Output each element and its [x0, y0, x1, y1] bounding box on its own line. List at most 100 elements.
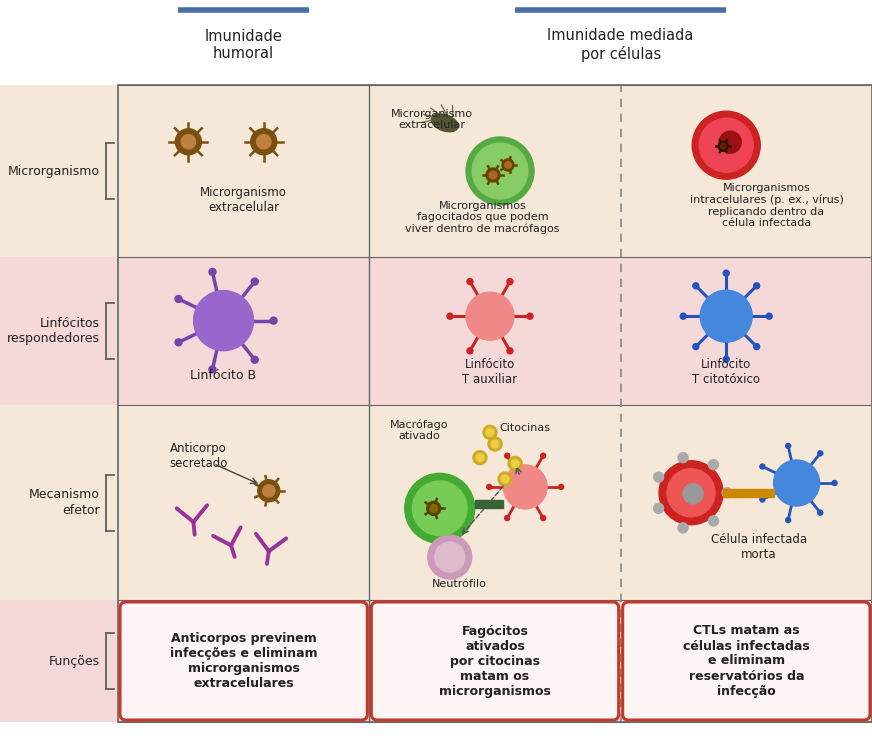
Circle shape [194, 291, 254, 351]
Circle shape [760, 464, 765, 469]
Text: Célula infectada
morta: Célula infectada morta [711, 533, 807, 561]
Bar [0, 0, 872, 85]
Circle shape [405, 473, 474, 543]
Bar [0, 405, 872, 600]
Text: Linfócito
T auxiliar: Linfócito T auxiliar [462, 358, 518, 387]
Circle shape [693, 343, 698, 349]
Circle shape [258, 479, 280, 502]
Circle shape [412, 481, 467, 536]
Bar [474, 500, 503, 509]
Circle shape [786, 444, 791, 449]
Circle shape [486, 168, 500, 182]
FancyBboxPatch shape [623, 602, 870, 720]
Circle shape [251, 278, 258, 285]
Circle shape [430, 504, 438, 512]
Text: Imunidade
humoral: Imunidade humoral [205, 29, 283, 61]
Text: Neutrófilo: Neutrófilo [433, 580, 487, 589]
Circle shape [708, 459, 719, 470]
Text: Microrganismo
extracelular: Microrganismo extracelular [392, 108, 473, 130]
Circle shape [466, 292, 514, 340]
Text: Microrganismos
fagocitados que podem
viver dentro de macrófagos: Microrganismos fagocitados que podem viv… [405, 200, 560, 234]
Text: Macrófago
ativado: Macrófago ativado [391, 420, 449, 441]
Circle shape [488, 437, 502, 451]
Text: Anticorpos previnem
infecções e eliminam
microrganismos
extracelulares: Anticorpos previnem infecções e eliminam… [170, 632, 317, 690]
Circle shape [511, 459, 519, 468]
Circle shape [678, 523, 688, 533]
Circle shape [428, 535, 472, 579]
FancyBboxPatch shape [120, 602, 367, 720]
Circle shape [505, 515, 509, 521]
Circle shape [251, 356, 258, 364]
Circle shape [722, 488, 732, 497]
Circle shape [472, 143, 528, 199]
Circle shape [720, 144, 726, 149]
Circle shape [501, 475, 509, 483]
Circle shape [181, 135, 195, 149]
Circle shape [486, 429, 494, 436]
Bar [723, 488, 773, 497]
Circle shape [487, 485, 492, 489]
Circle shape [175, 295, 182, 302]
Circle shape [507, 278, 513, 284]
Circle shape [447, 313, 453, 319]
FancyBboxPatch shape [371, 602, 618, 720]
Circle shape [505, 162, 511, 168]
Text: Linfócito
T citotóxico: Linfócito T citotóxico [692, 358, 760, 387]
Bar [0, 600, 872, 722]
Circle shape [654, 472, 664, 482]
Circle shape [753, 283, 760, 289]
Circle shape [773, 460, 820, 506]
Circle shape [753, 343, 760, 349]
Circle shape [262, 485, 275, 497]
Circle shape [654, 503, 664, 513]
Circle shape [818, 510, 823, 515]
Circle shape [473, 450, 487, 465]
Circle shape [476, 453, 484, 462]
Text: Fagócitos
ativados
por citocinas
matam os
microrganismos: Fagócitos ativados por citocinas matam o… [439, 625, 551, 697]
Circle shape [832, 480, 837, 485]
Circle shape [527, 313, 533, 319]
Circle shape [256, 135, 271, 149]
Circle shape [678, 453, 688, 463]
Circle shape [680, 313, 686, 319]
Circle shape [723, 356, 729, 362]
Circle shape [483, 426, 497, 439]
Circle shape [559, 485, 563, 489]
Circle shape [435, 542, 465, 572]
Circle shape [659, 461, 723, 525]
Circle shape [541, 453, 546, 459]
Circle shape [699, 118, 753, 172]
Circle shape [175, 129, 201, 155]
Circle shape [251, 129, 276, 155]
Text: CTLs matam as
células infectadas
e eliminam
reservatórios da
infecção: CTLs matam as células infectadas e elimi… [683, 625, 810, 697]
Text: Linfócito B: Linfócito B [190, 369, 256, 382]
Circle shape [503, 465, 547, 509]
Circle shape [426, 501, 440, 515]
Ellipse shape [432, 114, 458, 132]
Circle shape [175, 339, 182, 346]
Circle shape [692, 111, 760, 180]
Circle shape [467, 278, 473, 284]
Circle shape [498, 472, 512, 486]
Circle shape [489, 171, 497, 179]
Text: Funções: Funções [49, 654, 100, 667]
Text: Mecanismo
efetor: Mecanismo efetor [29, 488, 100, 517]
Text: Microrganismo: Microrganismo [8, 165, 100, 177]
Text: Linfócitos
respondedores: Linfócitos respondedores [7, 317, 100, 345]
Circle shape [700, 290, 753, 342]
Text: Citocinas: Citocinas [500, 423, 550, 433]
Circle shape [508, 456, 522, 470]
Circle shape [719, 141, 728, 151]
Circle shape [683, 484, 703, 503]
Circle shape [270, 317, 277, 324]
Circle shape [786, 518, 791, 523]
Circle shape [209, 269, 216, 275]
Circle shape [507, 348, 513, 354]
Circle shape [693, 283, 698, 289]
Circle shape [209, 366, 216, 373]
Text: Anticorpo
secretado: Anticorpo secretado [169, 442, 228, 470]
Bar [118, 85, 872, 722]
Circle shape [466, 137, 534, 205]
Bar [0, 257, 872, 405]
Circle shape [818, 451, 823, 456]
